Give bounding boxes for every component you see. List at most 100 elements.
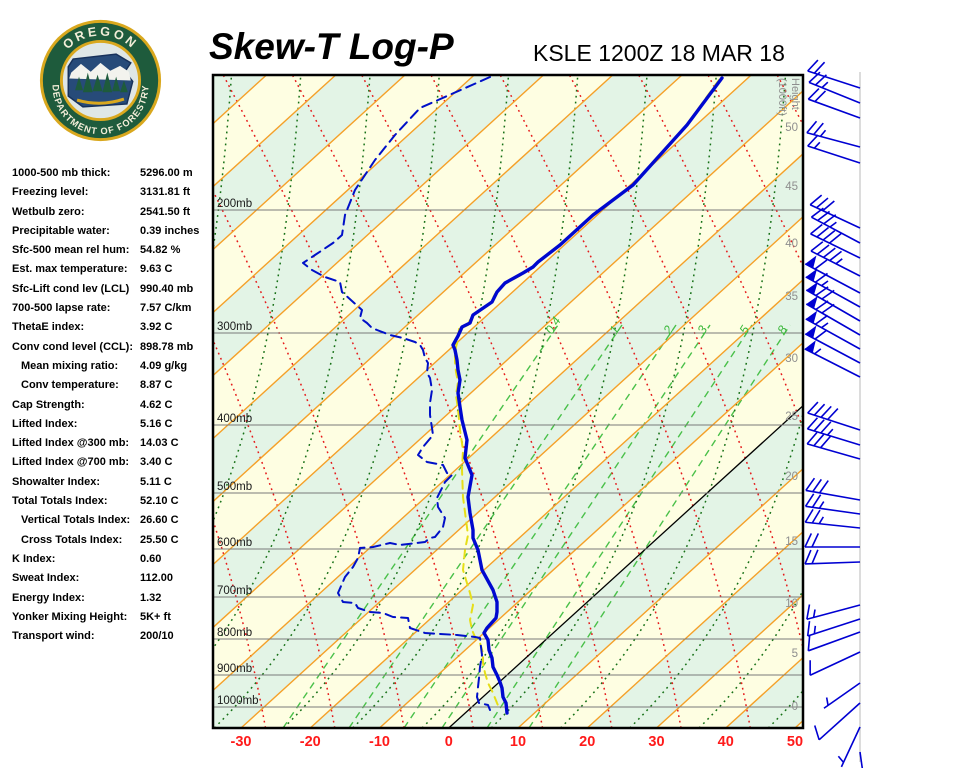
stat-label: Energy Index: — [12, 591, 85, 604]
wind-barb — [809, 651, 861, 676]
stat-row-0: 1000-500 mb thick: 5296.00 m — [12, 167, 216, 186]
wind-barb — [807, 631, 861, 652]
stat-value: 5.11 C — [140, 475, 172, 488]
stat-row-18: Vertical Totals Index: 26.60 C — [12, 514, 216, 533]
isotherm-lines — [213, 75, 803, 728]
stat-value: 4.09 g/kg — [140, 359, 188, 372]
stat-label: Sfc-500 mean rel hum: — [12, 244, 130, 257]
stat-row-6: Sfc-Lift cond lev (LCL) 990.40 mb — [12, 283, 216, 302]
stat-value: 3.92 C — [140, 321, 173, 334]
height-tick-label: 35 — [785, 291, 798, 303]
stat-value: 898.78 mb — [140, 340, 194, 353]
stat-value: 26.60 C — [140, 514, 179, 527]
stat-label: Freezing level: — [12, 186, 89, 199]
stat-row-23: Yonker Mixing Height: 5K+ ft — [12, 611, 216, 630]
stat-label: Vertical Totals Index: — [21, 514, 131, 527]
stat-value: 3.40 C — [140, 456, 173, 469]
height-tick-label: 30 — [785, 353, 798, 365]
pressure-lines: 200mb 300mb 400mb 500mb 600mb 700mb 800mb 900mb… — [213, 198, 803, 708]
stat-row-17: Total Totals Index: 52.10 C — [12, 495, 216, 514]
stat-label: Sweat Index: — [12, 572, 80, 585]
stat-row-3: Precipitable water: 0.39 inches — [12, 225, 216, 244]
stat-value: 4.62 C — [140, 398, 173, 411]
stat-value: 5.16 C — [140, 417, 173, 430]
temp-axis-label: 50 — [787, 734, 803, 750]
wind-barb — [806, 604, 861, 621]
stat-value: 0.39 inches — [140, 224, 200, 237]
stat-value: 2541.50 ft — [140, 205, 191, 218]
stat-label: Showalter Index: — [12, 475, 101, 488]
wind-barb — [806, 417, 861, 446]
indices-panel: 1000-500 mb thick: 5296.00 m Freezing leve… — [12, 167, 216, 649]
height-tick-label: 20 — [785, 471, 798, 483]
stat-row-5: Est. max temperature: 9.63 C — [12, 263, 216, 282]
temp-axis-label: 30 — [648, 734, 664, 750]
wind-barb — [806, 618, 861, 637]
stat-row-12: Cap Strength: 4.62 C — [12, 399, 216, 418]
stat-value: 1.32 — [140, 591, 162, 604]
stat-row-1: Freezing level: 3131.81 ft — [12, 186, 216, 205]
wind-barb — [804, 493, 861, 515]
stat-label: Lifted Index: — [12, 417, 78, 430]
dewpoint-trace — [302, 76, 491, 711]
stat-label: Lifted Index @300 mb: — [12, 437, 130, 450]
height-tick-label: 50 — [785, 122, 798, 134]
stat-row-22: Energy Index: 1.32 — [12, 592, 216, 611]
mixing-ratio-lines — [282, 324, 791, 728]
stat-row-11: Conv temperature: 8.87 C — [12, 379, 216, 398]
stat-label: Conv temperature: — [21, 379, 119, 392]
height-tick-label: 25 — [785, 411, 798, 423]
wind-barb — [809, 194, 861, 229]
wind-barb — [804, 508, 861, 529]
height-axis-title: Height — [789, 78, 801, 110]
height-tick-label: 40 — [785, 238, 798, 250]
stat-value: 3131.81 ft — [140, 186, 191, 199]
stat-row-4: Sfc-500 mean rel hum: 54.82 % — [12, 244, 216, 263]
stat-value: 0.60 — [140, 552, 162, 565]
logo-oregon-emblem — [67, 53, 134, 108]
isotherm-bands — [213, 75, 803, 728]
pressure-label: 800mb — [217, 627, 252, 639]
height-tick-label: 15 — [785, 536, 798, 548]
pressure-label: 300mb — [217, 321, 252, 333]
wind-barb-column — [804, 59, 864, 768]
stat-value: 14.03 C — [140, 437, 179, 450]
wind-barb — [804, 255, 861, 294]
stat-row-21: Sweat Index: 112.00 — [12, 572, 216, 591]
wind-barb — [810, 241, 861, 277]
wind-barb — [804, 533, 860, 548]
station-header: KSLE 1200Z 18 MAR 18 — [533, 40, 785, 66]
stat-label: Yonker Mixing Height: — [12, 610, 128, 623]
pressure-label: 600mb — [217, 537, 252, 549]
stat-value: 52.10 C — [140, 495, 179, 508]
pressure-label: 1000mb — [217, 695, 259, 707]
stat-value: 7.57 C/km — [140, 302, 192, 315]
stat-label: Mean mixing ratio: — [21, 359, 119, 372]
stat-label: Wetbulb zero: — [12, 205, 85, 218]
wind-barb — [807, 88, 861, 119]
pressure-label: 500mb — [217, 481, 252, 493]
stat-label: Est. max temperature: — [12, 263, 128, 276]
stat-label: Cross Totals Index: — [21, 533, 123, 546]
wind-barb — [804, 549, 861, 565]
pressure-label: 900mb — [217, 663, 252, 675]
stat-label: 700-500 lapse rate: — [12, 302, 111, 315]
wind-barb — [813, 702, 861, 741]
wind-barb — [810, 207, 861, 244]
stat-row-10: Mean mixing ratio: 4.09 g/kg — [12, 360, 216, 379]
stat-row-13: Lifted Index: 5.16 C — [12, 418, 216, 437]
wind-barb — [805, 310, 861, 350]
temp-axis-label: 20 — [579, 734, 595, 750]
temp-axis-label: -20 — [300, 734, 321, 750]
temp-axis-label: 0 — [445, 734, 453, 750]
stat-label: Precipitable water: — [12, 224, 110, 237]
wind-barb — [806, 431, 861, 460]
stat-value: 112.00 — [140, 572, 174, 585]
pressure-label: 200mb — [217, 198, 252, 210]
wind-barb — [805, 295, 861, 336]
stat-value: 200/10 — [140, 630, 174, 643]
wind-barb — [807, 59, 861, 89]
wind-barb — [823, 682, 861, 709]
